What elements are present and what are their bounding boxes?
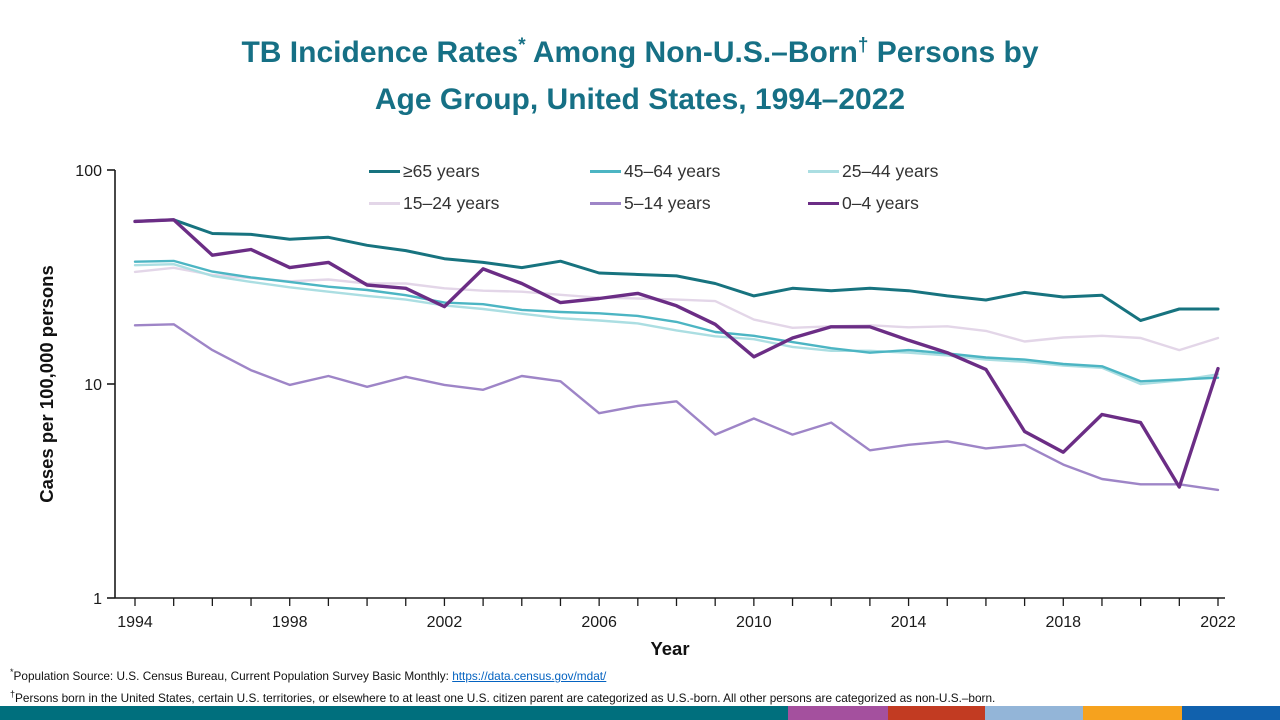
series-line-1 [133,218,1220,322]
title-text: Among Non-U.S.–Born [525,36,858,69]
y-tick-label: 100 [75,163,102,180]
footnote-born-definition: †Persons born in the United States, cert… [10,685,1272,707]
series-line-6 [133,218,1220,489]
footer-bar-segment-red [888,706,985,720]
legend-item-ge65: ≥65 years [369,161,590,182]
x-tick-label: 2006 [581,614,617,631]
legend-item-25-44: 25–44 years [808,161,1028,182]
x-tick-label: 2018 [1045,614,1081,631]
chart-title-line1: TB Incidence Rates* Among Non-U.S.–Born†… [0,22,1280,76]
line-swatch-25-44 [808,170,839,173]
series-line-4 [133,266,1220,352]
series-line-2 [133,259,1220,383]
footer-bar-segment-orange [1083,706,1182,720]
legend-label: 25–44 years [842,161,939,181]
dagger-superscript: † [10,688,16,699]
footer-bar-segment-navy [1182,706,1280,720]
footer-color-bar [0,706,1280,720]
line-swatch-45-64 [590,170,621,173]
x-tick-label: 1994 [117,614,153,631]
y-tick-label: 1 [93,591,102,608]
line-swatch-ge65 [369,170,400,173]
x-tick-label: 2002 [427,614,463,631]
title-text: Persons by [868,36,1039,69]
legend-label: 0–4 years [842,193,919,213]
line-swatch-5-14 [590,202,621,205]
footnote-text: Persons born in the United States, certa… [15,690,996,705]
y-tick-label: 10 [84,377,102,394]
legend-label: ≥65 years [403,161,480,181]
series-line-3 [133,263,1220,386]
asterisk-superscript: * [518,35,526,56]
census-data-link[interactable]: https://data.census.gov/mdat/ [452,668,607,683]
asterisk-superscript: * [10,667,14,677]
footnotes: *Population Source: U.S. Census Bureau, … [10,663,1272,707]
series-line-5 [133,323,1220,492]
legend-item-45-64: 45–64 years [590,161,808,182]
legend-item-15-24: 15–24 years [369,193,590,214]
legend-label: 45–64 years [624,161,721,181]
footnote-population-source: *Population Source: U.S. Census Bureau, … [10,663,1272,685]
dagger-superscript: † [857,35,869,56]
y-axis-title: Cases per 100,000 persons [36,265,57,503]
x-axis-title: Year [650,638,690,659]
x-tick-label: 2022 [1200,614,1236,631]
footer-bar-segment-light-blue [985,706,1083,720]
legend-label: 15–24 years [403,193,500,213]
line-swatch-0-4 [808,201,839,206]
chart-title-line2: Age Group, United States, 1994–2022 [374,83,906,116]
x-tick-label: 1998 [272,614,308,631]
chart-legend: ≥65 years 45–64 years 25–44 years 15–24 … [369,161,1028,214]
footer-bar-segment-purple [788,706,888,720]
chart-title: TB Incidence Rates* Among Non-U.S.–Born†… [0,22,1280,123]
footnote-text: Population Source: U.S. Census Bureau, C… [13,668,453,683]
footer-bar-segment-teal [0,706,788,720]
legend-label: 5–14 years [624,193,711,213]
title-text: TB Incidence Rates [241,36,519,69]
legend-item-0-4: 0–4 years [808,193,1028,214]
x-tick-label: 2010 [736,614,772,631]
line-swatch-15-24 [369,202,400,205]
x-tick-label: 2014 [891,614,927,631]
legend-item-5-14: 5–14 years [590,193,808,214]
